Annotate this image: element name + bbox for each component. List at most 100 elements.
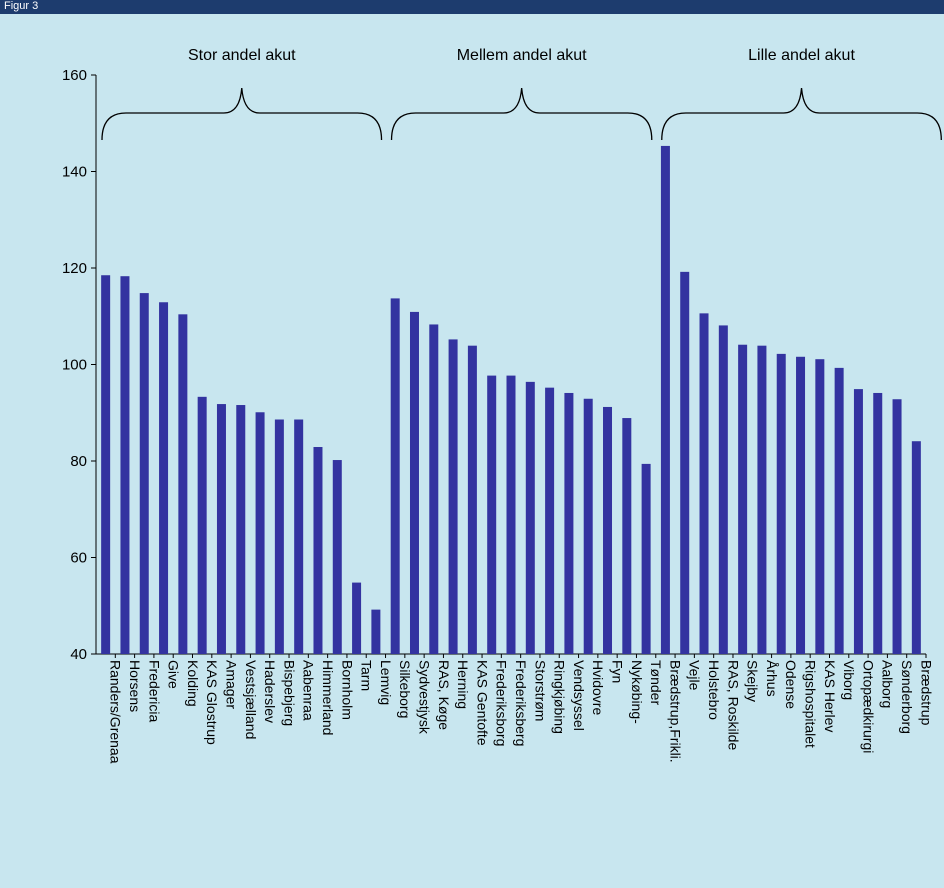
- bar: [660, 145, 670, 655]
- y-tick-label: 40: [70, 646, 87, 663]
- x-tick-label: Sønderborg: [899, 660, 915, 734]
- x-tick-label: Vejle: [687, 660, 703, 691]
- bar: [448, 339, 458, 654]
- bar: [352, 582, 362, 654]
- bar: [853, 389, 863, 654]
- bar: [255, 412, 265, 654]
- x-tick-label: Silkeborg: [397, 660, 413, 718]
- bar: [641, 463, 651, 654]
- x-tick-label: Bispebjerg: [281, 660, 297, 726]
- bar: [390, 298, 400, 654]
- bar: [274, 419, 284, 654]
- bar: [680, 271, 690, 654]
- y-axis-ticks: 40 60 80 100 120 140 160: [62, 67, 96, 663]
- x-tick-label: Sydvestjysk: [416, 660, 432, 735]
- x-tick-label: Brædstrup,Frikli.: [667, 660, 683, 763]
- x-tick-label: Haderslev: [262, 660, 278, 723]
- bar: [294, 419, 304, 654]
- y-tick-label: 60: [70, 550, 87, 567]
- x-tick-label: Fyn: [610, 660, 626, 683]
- x-tick-label: Ringkjøbing: [552, 660, 568, 734]
- bar: [525, 381, 535, 654]
- bar: [409, 311, 419, 654]
- x-tick-label: Frederiksborg: [494, 660, 510, 746]
- x-tick-label: Lemvig: [378, 660, 394, 705]
- x-tick-label: Horsens: [127, 660, 143, 712]
- x-tick-label: Herning: [455, 660, 471, 709]
- x-tick-label: Rigshospitalet: [803, 660, 819, 748]
- bar: [564, 392, 574, 654]
- bar: [545, 387, 555, 654]
- header-title: Figur 3: [4, 0, 39, 12]
- header-bar: Figur 3: [0, 0, 944, 14]
- group-brace: [390, 87, 653, 141]
- x-tick-label: Vendsyssel: [571, 660, 587, 731]
- x-tick-label: Nykøbing-: [629, 660, 645, 724]
- bar: [313, 447, 323, 654]
- x-tick-label: Aabenraa: [301, 660, 317, 721]
- y-tick-label: 140: [62, 164, 87, 181]
- bar: [796, 356, 806, 654]
- x-tick-label: Fredericia: [146, 660, 162, 722]
- bar: [467, 345, 477, 654]
- bar: [815, 359, 825, 654]
- x-tick-label: Vestsjælland: [243, 660, 259, 739]
- bar: [216, 404, 226, 654]
- x-tick-label: Amager: [223, 660, 239, 709]
- bar: [718, 325, 728, 654]
- bar: [873, 392, 883, 654]
- x-tick-label: Frederiksberg: [513, 660, 529, 746]
- bar: [120, 276, 130, 654]
- x-tick-label: Skejby: [745, 660, 761, 702]
- bar: [197, 396, 207, 654]
- x-tick-label: Himmerland: [320, 660, 336, 735]
- y-tick-label: 100: [62, 357, 87, 374]
- y-tick-label: 80: [70, 453, 87, 470]
- x-tick-label: KAS Gentofte: [474, 660, 490, 746]
- bar: [911, 441, 921, 654]
- bar: [101, 275, 111, 654]
- x-tick-label: Tarm: [359, 660, 375, 691]
- bar: [178, 314, 188, 654]
- x-tick-label: Brædstrup: [918, 660, 934, 726]
- bar: [757, 345, 767, 654]
- x-tick-label: Holstebro: [706, 660, 722, 720]
- x-tick-label: RAS, Køge: [436, 660, 452, 730]
- bar: [834, 367, 844, 654]
- bar: [429, 324, 439, 654]
- bar: [738, 344, 748, 654]
- group-annotations: Stor andel akut Mellem andel akut Lille an…: [101, 47, 942, 141]
- bar: [236, 405, 246, 654]
- x-tick-label: Kolding: [185, 660, 201, 707]
- bar: [159, 302, 169, 654]
- x-tick-label: Odense: [783, 660, 799, 709]
- chart-bars: [101, 145, 921, 655]
- bar: [603, 406, 613, 654]
- x-tick-label: KAS Herlev: [822, 660, 838, 732]
- group-label: Stor andel akut: [188, 47, 296, 64]
- x-tick-label: Bornholm: [339, 660, 355, 720]
- y-tick-label: 160: [62, 67, 87, 84]
- group-label: Lille andel akut: [748, 47, 855, 64]
- bar: [487, 375, 497, 654]
- group-brace: [101, 87, 383, 141]
- group-brace: [661, 87, 942, 141]
- y-tick-label: 120: [62, 260, 87, 277]
- x-tick-label: Ortopædkirurgi: [860, 660, 876, 753]
- bar: [371, 609, 381, 654]
- x-tick-label: Viborg: [841, 660, 857, 700]
- x-tick-label: Århus: [764, 660, 780, 697]
- bar: [506, 375, 516, 654]
- bar: [622, 418, 632, 654]
- bar: [139, 293, 149, 654]
- x-tick-label: RAS, Roskilde: [725, 660, 741, 750]
- x-axis-labels: Randers/Grenaa Horsens Fredericia Give Koldi…: [108, 654, 934, 764]
- x-tick-label: Storstrøm: [532, 660, 548, 721]
- x-tick-label: KAS Glostrup: [204, 660, 220, 745]
- x-tick-label: Aalborg: [880, 660, 896, 708]
- group-label: Mellem andel akut: [457, 47, 587, 64]
- bar: [892, 399, 902, 654]
- bar: [332, 460, 342, 654]
- x-tick-label: Give: [166, 660, 182, 689]
